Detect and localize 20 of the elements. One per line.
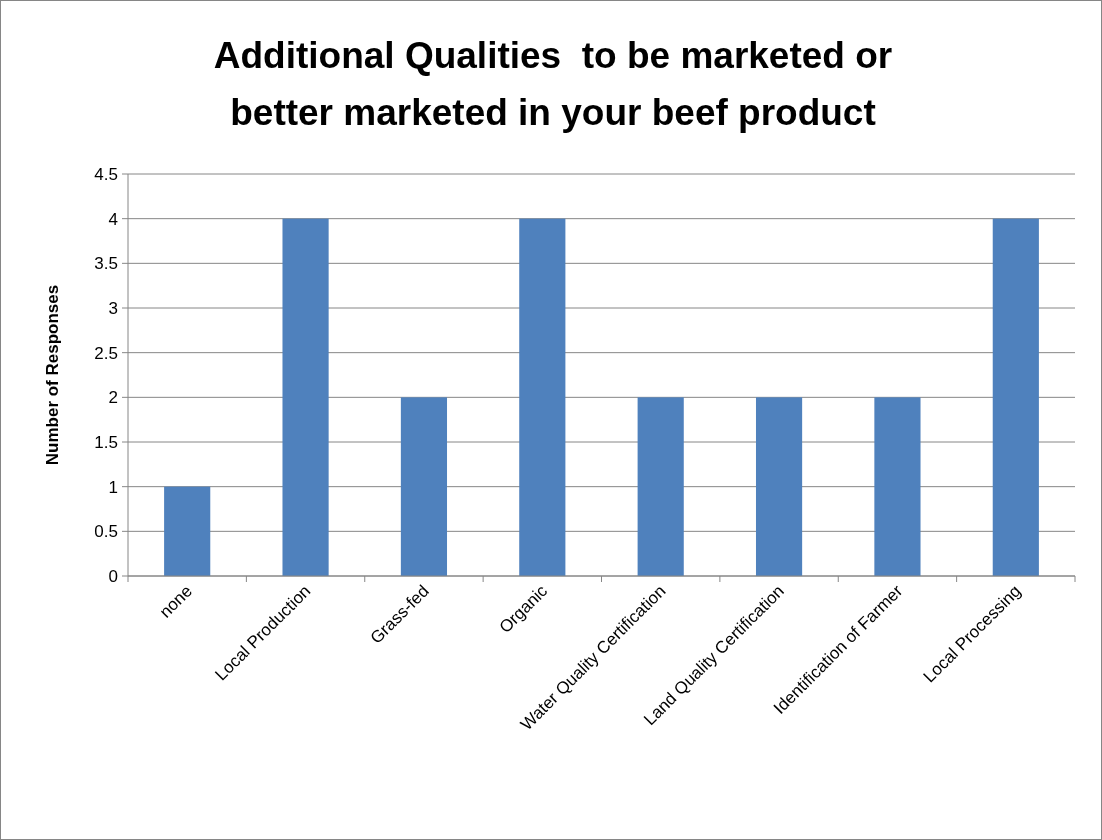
y-tick-label: 0.5 <box>94 522 118 542</box>
bar <box>282 218 329 576</box>
y-tick-label: 3 <box>108 298 118 318</box>
y-tick-label: 4.5 <box>94 164 118 184</box>
bar <box>992 218 1039 576</box>
bar <box>637 397 684 576</box>
bar <box>400 397 448 576</box>
y-tick-label: 1.5 <box>94 432 118 452</box>
y-tick-label: 0 <box>108 566 118 586</box>
y-tick-label: 4 <box>108 209 118 229</box>
y-tick-label: 2 <box>108 388 118 408</box>
bar <box>519 218 566 576</box>
y-tick-label: 2.5 <box>94 343 118 363</box>
bar <box>755 397 803 576</box>
bar <box>164 486 211 576</box>
y-tick-label: 1 <box>108 477 118 497</box>
bar <box>874 397 921 576</box>
chart-title: Additional Qualities to be marketed or better marketed in your beef product <box>213 35 893 133</box>
y-axis-title: Number of Responses <box>43 284 62 466</box>
y-tick-label: 3.5 <box>94 254 118 274</box>
